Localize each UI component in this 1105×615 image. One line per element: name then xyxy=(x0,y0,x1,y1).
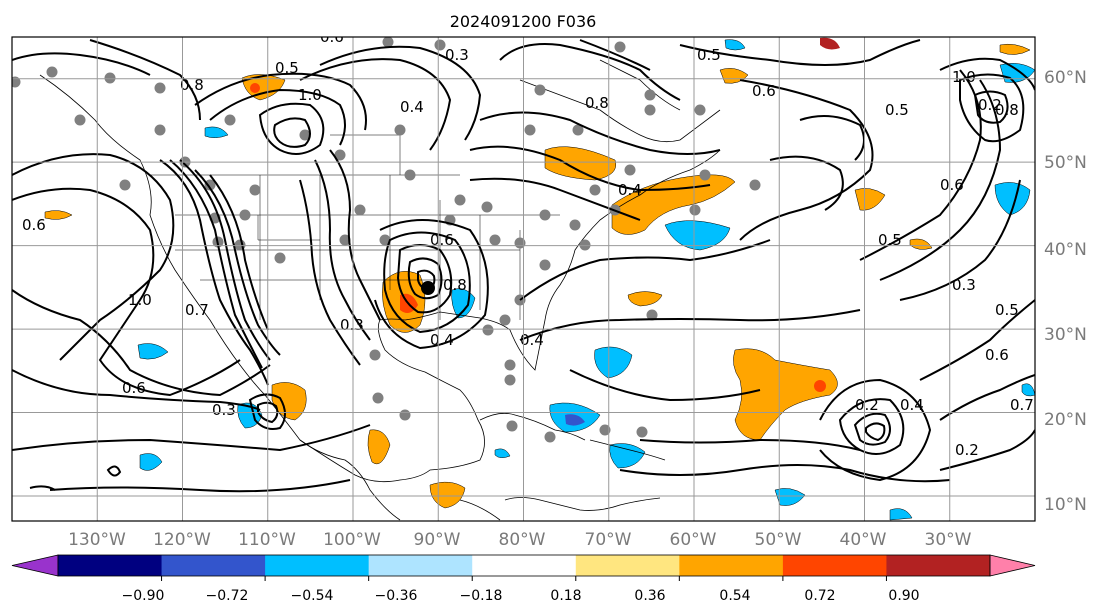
colorbar-tick-label: −0.36 xyxy=(375,588,418,604)
contour-label: 0.2 xyxy=(955,441,979,459)
storm-center-markers xyxy=(421,281,435,295)
colorbar-tick-label: 0.72 xyxy=(804,588,835,604)
contour-label: 0.6 xyxy=(430,231,454,249)
colorbar-segment xyxy=(472,555,577,576)
contour-label: 0.5 xyxy=(275,59,299,77)
lon-label: 80°W xyxy=(499,530,546,550)
figure-title: 2024091200 F036 xyxy=(450,12,597,31)
contour-label: 0.3 xyxy=(445,46,469,64)
storm-center-marker xyxy=(421,281,435,295)
colorbar-tick-label: −0.18 xyxy=(460,588,503,604)
coastlines-and-borders xyxy=(39,59,721,521)
colorbar-segment xyxy=(782,555,887,576)
contour-label: 0.6 xyxy=(320,28,344,46)
contour-label: 0.3 xyxy=(952,276,976,294)
contour-label: 0.4 xyxy=(618,181,642,199)
contour-lines xyxy=(12,39,1035,493)
map-frame xyxy=(11,36,1036,522)
contour-label: 0.5 xyxy=(885,101,909,119)
latitude-labels: 10°N 20°N 30°N 40°N 50°N 60°N xyxy=(1044,68,1087,515)
colorbar-extend-high xyxy=(989,554,1036,577)
contour-label: 1.0 xyxy=(952,68,976,86)
colorbar-segment xyxy=(58,555,163,576)
contour-label: 0.8 xyxy=(443,276,467,294)
contour-label: 1.0 xyxy=(298,86,322,104)
colorbar-tick-label: −0.90 xyxy=(122,588,165,604)
contour-label: 0.4 xyxy=(520,331,544,349)
contour-label: 0.6 xyxy=(985,346,1009,364)
colorbar-segment xyxy=(161,555,266,576)
contour-label: 0.5 xyxy=(697,46,721,64)
contour-labels: 0.6 0.3 0.5 0.8 1.0 0.4 0.5 0.8 0.6 1.0 … xyxy=(22,28,1034,459)
lon-label: 60°W xyxy=(670,530,717,550)
colorbar-segment xyxy=(679,555,784,576)
contour-label: 0.4 xyxy=(900,396,924,414)
colorbar-tick-label: 0.54 xyxy=(719,588,750,604)
longitude-labels: 130°W 120°W 110°W 100°W 90°W 80°W 70°W 6… xyxy=(68,530,972,550)
lon-label: 40°W xyxy=(840,530,887,550)
lon-label: 100°W xyxy=(323,530,381,550)
contour-label: 0.7 xyxy=(185,301,209,319)
lon-label: 50°W xyxy=(755,530,802,550)
colorbar xyxy=(11,554,1036,581)
colorbar-segment xyxy=(368,555,473,576)
lon-label: 110°W xyxy=(238,530,296,550)
lon-label: 30°W xyxy=(925,530,972,550)
colorbar-segment xyxy=(265,555,370,576)
colorbar-tick-label: 0.90 xyxy=(888,588,919,604)
lon-label: 120°W xyxy=(153,530,211,550)
contour-label: 0.8 xyxy=(585,94,609,112)
colorbar-tick-label: −0.54 xyxy=(291,588,334,604)
lat-label: 20°N xyxy=(1044,410,1087,430)
contour-label: 1.0 xyxy=(128,291,152,309)
contour-label: 0.2 xyxy=(978,96,1002,114)
colorbar-tick-label: 0.18 xyxy=(550,588,581,604)
colorbar-segment xyxy=(575,555,680,576)
colorbar-extend-low xyxy=(11,554,59,577)
contour-label: 0.2 xyxy=(855,396,879,414)
colorbar-tick-label: −0.72 xyxy=(206,588,249,604)
contour-label: 0.6 xyxy=(752,82,776,100)
lon-label: 130°W xyxy=(68,530,126,550)
contour-label: 0.6 xyxy=(940,176,964,194)
colorbar-tick-labels: −0.90 −0.72 −0.54 −0.36 −0.18 0.18 0.36 … xyxy=(122,588,920,604)
contour-label: 0.3 xyxy=(340,316,364,334)
lon-label: 90°W xyxy=(414,530,461,550)
contour-label: 0.5 xyxy=(995,301,1019,319)
colorbar-segment xyxy=(886,555,991,576)
colorbar-frame xyxy=(57,554,991,577)
contour-label: 0.5 xyxy=(878,231,902,249)
contour-label: 0.3 xyxy=(212,401,236,419)
contour-label: 0.7 xyxy=(1010,396,1034,414)
lat-label: 60°N xyxy=(1044,68,1087,88)
lat-label: 40°N xyxy=(1044,240,1087,260)
contour-label: 0.4 xyxy=(400,98,424,116)
contour-label: 0.8 xyxy=(180,76,204,94)
map-area: 0.6 0.3 0.5 0.8 1.0 0.4 0.5 0.8 0.6 1.0 … xyxy=(12,28,1035,521)
contour-label: 0.6 xyxy=(122,379,146,397)
contour-label: 0.4 xyxy=(430,331,454,349)
lat-label: 50°N xyxy=(1044,153,1087,173)
colorbar-tick-label: 0.36 xyxy=(634,588,665,604)
lon-label: 70°W xyxy=(585,530,632,550)
graticule xyxy=(12,37,1035,521)
lat-label: 10°N xyxy=(1044,495,1087,515)
lat-label: 30°N xyxy=(1044,325,1087,345)
contour-label: 0.8 xyxy=(995,101,1019,119)
contour-label: 0.6 xyxy=(22,216,46,234)
